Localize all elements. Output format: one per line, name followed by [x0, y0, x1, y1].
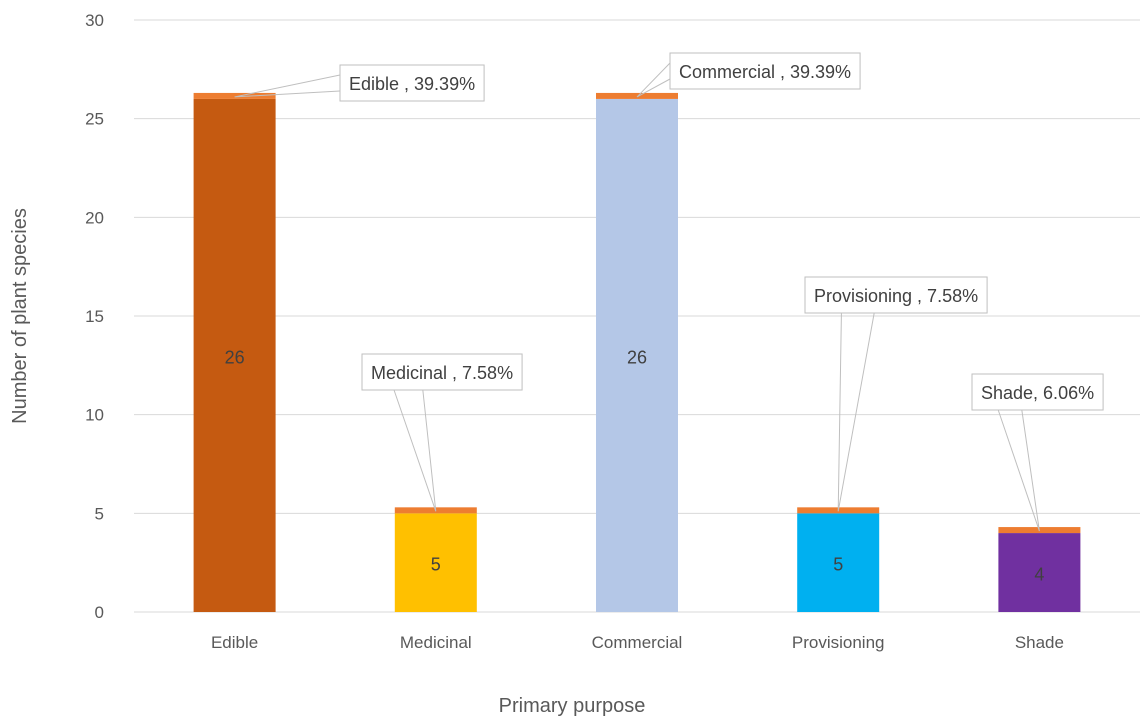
y-tick-label: 25 — [85, 110, 104, 129]
y-tick-label: 20 — [85, 208, 104, 227]
callout-leader — [234, 74, 341, 98]
value-label: 4 — [1034, 565, 1044, 585]
value-label: 5 — [833, 555, 843, 575]
callout-label: Medicinal , 7.58% — [371, 363, 513, 383]
x-tick-label: Provisioning — [792, 633, 885, 652]
y-axis-title: Number of plant species — [9, 208, 31, 424]
callout-label: Edible , 39.39% — [349, 74, 475, 94]
bar — [998, 533, 1081, 612]
bar — [394, 513, 477, 612]
callout-label: Commercial , 39.39% — [679, 62, 851, 82]
callout-box — [669, 52, 861, 90]
y-tick-label: 30 — [85, 11, 104, 30]
y-tick-label: 5 — [95, 504, 104, 523]
bar-percent-cap — [596, 92, 678, 99]
x-tick-label: Commercial — [592, 633, 683, 652]
callout-leader — [997, 409, 1040, 532]
bars — [193, 92, 1081, 612]
value-label: 26 — [627, 347, 647, 367]
y-axis-ticks: 0 5 10 15 20 25 30 — [85, 11, 104, 622]
x-axis-ticks: Edible Medicinal Commercial Provisioning Sha… — [211, 633, 1064, 652]
callout: Edible , 39.39% — [234, 64, 485, 102]
bar — [797, 513, 880, 612]
y-tick-label: 0 — [95, 603, 104, 622]
y-tick-label: 10 — [85, 406, 104, 425]
x-tick-label: Medicinal — [400, 633, 472, 652]
x-axis-title: Primary purpose — [499, 695, 646, 717]
callout: Shade, 6.06% — [971, 373, 1104, 532]
y-tick-label: 15 — [85, 307, 104, 326]
x-tick-label: Shade — [1015, 633, 1064, 652]
callout: Provisioning , 7.58% — [804, 276, 988, 512]
callout-label: Provisioning , 7.58% — [814, 286, 978, 306]
callout: Commercial , 39.39% — [636, 52, 861, 98]
x-tick-label: Edible — [211, 633, 258, 652]
callout-box — [971, 373, 1104, 411]
value-labels: 26 5 26 5 4 — [225, 347, 1045, 584]
callout-leader — [837, 312, 875, 512]
callout-box — [361, 353, 523, 391]
callout-leader — [393, 389, 437, 512]
callout-box — [339, 64, 485, 102]
bar — [193, 98, 276, 612]
bar-percent-cap — [193, 92, 276, 99]
bar — [596, 98, 678, 612]
callout-box — [804, 276, 988, 314]
percent-callouts: Edible , 39.39% Medicinal , 7.58% Commerci… — [234, 52, 1104, 532]
value-label: 26 — [225, 347, 245, 367]
value-label: 5 — [431, 555, 441, 575]
callout: Medicinal , 7.58% — [361, 353, 523, 512]
callout-label: Shade, 6.06% — [981, 383, 1094, 403]
callout-leader — [636, 62, 671, 98]
